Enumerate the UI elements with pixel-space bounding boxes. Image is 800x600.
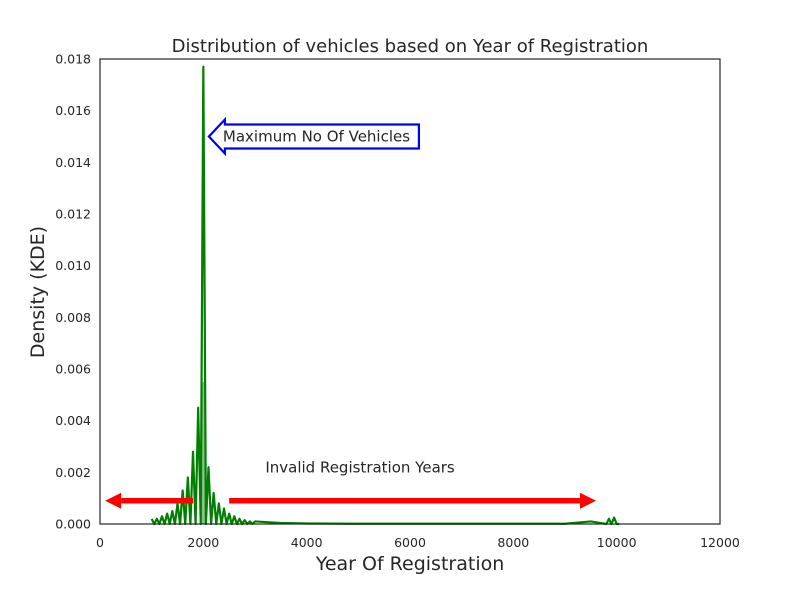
x-tick-label: 12000	[700, 535, 740, 550]
x-tick-label: 0	[96, 535, 104, 550]
x-tick-label: 8000	[497, 535, 529, 550]
x-tick-label: 10000	[597, 535, 637, 550]
range-arrow-head-1	[580, 493, 596, 509]
x-tick-label: 4000	[291, 535, 323, 550]
x-tick-label: 2000	[187, 535, 219, 550]
y-tick-label: 0.008	[55, 310, 91, 325]
y-axis-ticks: 0.000 0.002 0.004 0.006 0.008 0.010 0.012 0.014…	[55, 52, 91, 532]
chart-title: Distribution of vehicles based on Year o…	[172, 36, 649, 57]
x-axis-label: Year Of Registration	[315, 553, 505, 575]
x-axis-ticks: 0 2000 4000 6000 8000 10000 12000	[96, 535, 740, 550]
annotations: Maximum No Of Vehicles Invalid Registrati…	[105, 120, 596, 509]
y-tick-label: 0.002	[55, 465, 91, 480]
y-tick-label: 0.018	[55, 52, 91, 67]
y-tick-label: 0.004	[55, 413, 91, 428]
annotation-invalid-years: Invalid Registration Years	[265, 458, 455, 476]
y-tick-label: 0.006	[55, 362, 91, 377]
x-tick-label: 6000	[394, 535, 426, 550]
annotation-max-vehicles: Maximum No Of Vehicles	[223, 128, 410, 146]
y-tick-label: 0.000	[55, 517, 91, 532]
y-axis-label: Density (KDE)	[27, 226, 49, 358]
y-tick-label: 0.014	[55, 155, 91, 170]
y-tick-label: 0.010	[55, 258, 91, 273]
range-arrow-head-0	[105, 493, 121, 509]
y-tick-label: 0.012	[55, 207, 91, 222]
y-tick-label: 0.016	[55, 103, 91, 118]
